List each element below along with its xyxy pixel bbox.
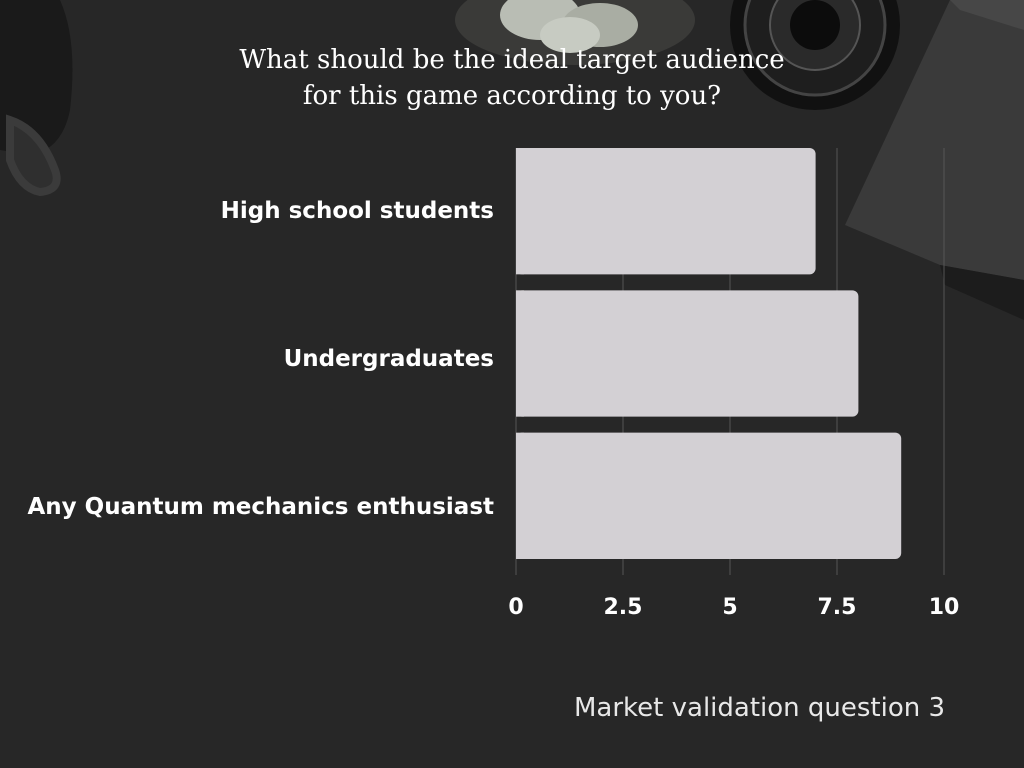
plant-decoration — [455, 0, 695, 65]
caption: Market validation question 3 — [574, 693, 946, 723]
bar — [516, 148, 816, 275]
category-label: Undergraduates — [283, 346, 494, 372]
bar — [516, 432, 902, 559]
x-tick-label: 5 — [722, 595, 737, 620]
mug-decoration — [0, 0, 73, 197]
x-tick-label: 7.5 — [818, 595, 857, 620]
x-axis-ticks: 0 2.5 5 7.5 10 — [508, 595, 959, 620]
category-label: High school students — [220, 198, 494, 224]
x-tick-label: 0 — [508, 595, 523, 620]
category-label: Any Quantum mechanics enthusiast — [27, 494, 494, 520]
bar-left-edge — [516, 148, 524, 275]
chart-title: What should be the ideal target audience… — [239, 45, 785, 111]
lens-decoration — [730, 0, 900, 110]
bars — [516, 148, 902, 559]
x-tick-label: 10 — [929, 595, 960, 620]
bar-left-edge — [516, 432, 524, 559]
x-tick-label: 2.5 — [604, 595, 643, 620]
bar — [516, 290, 859, 417]
notebook-decoration — [845, 0, 1024, 320]
bar-left-edge — [516, 290, 524, 417]
